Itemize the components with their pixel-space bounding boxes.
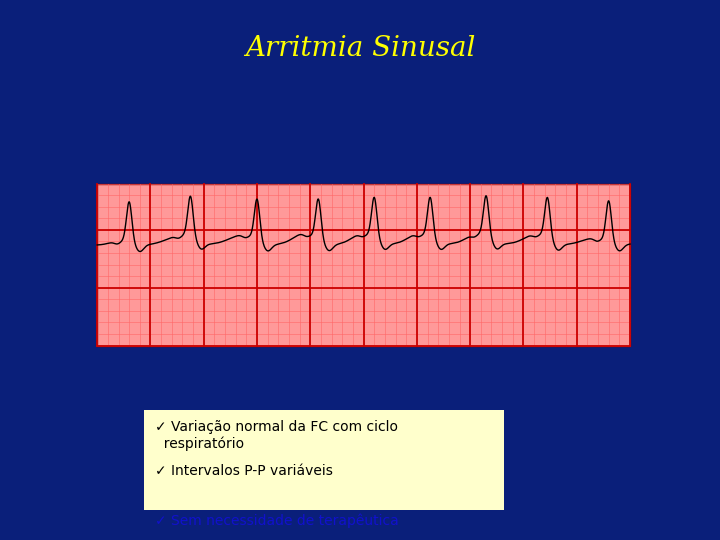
Text: ✓ Intervalos P-P variáveis: ✓ Intervalos P-P variáveis [155,464,333,478]
Text: ✓ Variação normal da FC com ciclo: ✓ Variação normal da FC com ciclo [155,420,397,434]
Text: ✓ Sem necessidade de terapêutica: ✓ Sem necessidade de terapêutica [155,513,399,528]
Text: respiratório: respiratório [155,436,244,451]
Bar [97,184,630,346]
Bar [144,410,504,510]
Text: Arritmia Sinusal: Arritmia Sinusal [245,35,475,62]
